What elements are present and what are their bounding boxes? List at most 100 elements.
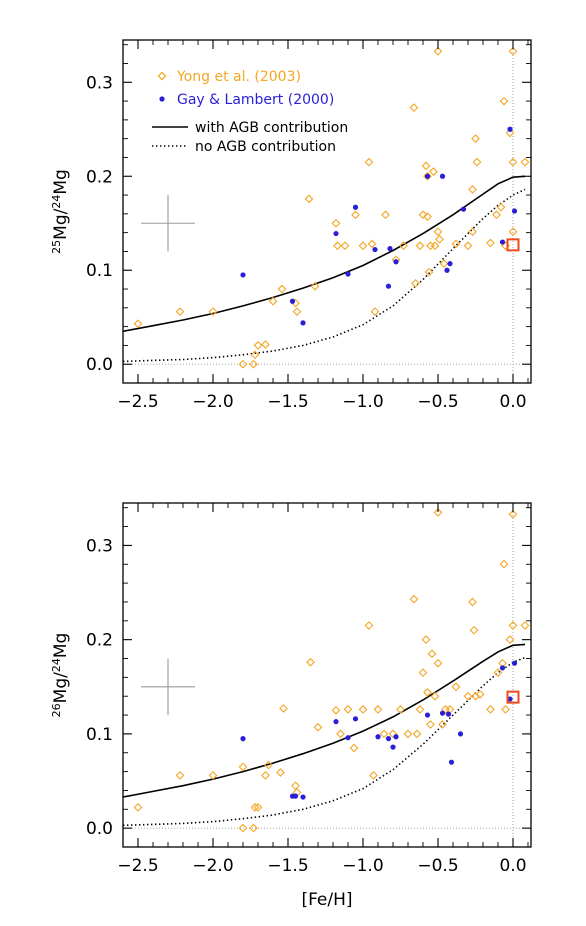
x-tick-label: −0.5 (417, 392, 458, 412)
y-axis-label: 26Mg/24Mg (50, 633, 72, 718)
curve-no-agb (122, 188, 526, 363)
gay-point (289, 298, 296, 304)
error-cross (141, 658, 195, 716)
yong-point (451, 239, 461, 249)
yong-point (429, 167, 438, 176)
y-tick-label: 0.2 (86, 631, 113, 651)
yong-point (520, 621, 530, 630)
yong-point (261, 770, 270, 780)
yong-point (364, 157, 374, 167)
yong-point (411, 279, 420, 288)
gay-point (444, 267, 450, 273)
axis-ticks (122, 503, 531, 847)
yong-point (427, 649, 437, 659)
gay-point (448, 759, 455, 765)
yong-point (250, 803, 260, 812)
error-cross (141, 195, 195, 252)
sun-marker-layer (506, 690, 520, 704)
yong-point (430, 241, 440, 251)
model-curves (122, 175, 526, 363)
yong-point (412, 729, 422, 739)
yong-point (472, 157, 482, 167)
x-tick-label: 0.0 (499, 856, 526, 876)
gay-point (445, 711, 452, 717)
yong-point (336, 729, 345, 739)
gay-point (439, 173, 446, 179)
yong-point (306, 657, 315, 667)
yong-point (340, 241, 350, 251)
y-tick-label: 0.3 (86, 536, 113, 556)
yong-point (508, 509, 518, 519)
yong-point (279, 704, 288, 713)
x-tick-label: −2.5 (117, 392, 158, 412)
yong-point (399, 241, 408, 251)
yong-point (451, 682, 461, 692)
yong-point (471, 691, 480, 701)
yong-point (343, 705, 353, 714)
yong-point (423, 688, 432, 697)
yong-point (208, 307, 218, 316)
yong-point (505, 635, 515, 645)
yong-point (433, 658, 443, 668)
yong-point (264, 760, 273, 770)
yong-point (421, 161, 431, 171)
gay-point (292, 793, 299, 799)
yong-point (468, 227, 477, 237)
yong-point (331, 705, 341, 715)
gay-point (385, 736, 392, 742)
x-tick-label: −1.0 (342, 856, 383, 876)
gay-point (300, 320, 306, 326)
yong-point (418, 210, 428, 220)
x-tick-label: −1.5 (267, 856, 308, 876)
yong-point (175, 307, 185, 316)
x-tick-label: 0.0 (499, 392, 526, 412)
yong-point (418, 668, 428, 678)
legend-marker-gay (159, 96, 165, 102)
data-points (133, 46, 530, 369)
data-points (133, 508, 530, 833)
x-axis-label: [Fe/H] (301, 890, 352, 910)
reference-lines (123, 503, 531, 847)
solar-value-marker (506, 238, 520, 252)
curve-no-agb (122, 656, 526, 827)
gay-point (439, 710, 446, 716)
sun-marker-layer (506, 238, 520, 252)
gay-point (507, 696, 513, 702)
gay-point (385, 283, 392, 289)
yong-point (313, 722, 323, 732)
yong-point (268, 296, 278, 306)
solar-value-marker (506, 690, 520, 704)
gay-point (511, 208, 518, 214)
yong-point (276, 768, 285, 777)
yong-point (373, 705, 383, 714)
yong-point (501, 705, 510, 714)
gay-point (393, 734, 399, 740)
yong-point (370, 307, 380, 316)
yong-point (403, 729, 413, 739)
yong-point (261, 340, 270, 349)
yong-point (508, 227, 518, 237)
yong-point (367, 239, 377, 249)
yong-point (292, 307, 302, 316)
yong-point (433, 227, 443, 237)
gay-point (390, 744, 396, 750)
y-tick-label: 0.3 (86, 73, 113, 93)
yong-point (358, 705, 368, 714)
tick-labels: −2.5 −2.0 −1.5 −1.0 −0.5 0.0 0.0 0.1 0.2 0.3 (86, 73, 527, 412)
yong-point (238, 359, 248, 369)
axis-ticks (122, 40, 531, 383)
gay-point (372, 246, 378, 253)
yong-point (433, 508, 443, 517)
yong-point (463, 691, 473, 701)
x-tick-label: −2.0 (192, 856, 233, 876)
yong-point (333, 241, 342, 251)
yong-point (415, 705, 425, 714)
yong-point (409, 103, 419, 113)
legend-label-no-agb: no AGB contribution (195, 139, 336, 155)
gay-point (393, 259, 399, 265)
yong-point (249, 823, 258, 833)
legend-label-yong: Yong et al. (2003) (176, 69, 301, 85)
yong-point (304, 194, 314, 204)
yong-point (499, 96, 509, 106)
legend-label-with-agb: with AGB contribution (195, 120, 348, 136)
